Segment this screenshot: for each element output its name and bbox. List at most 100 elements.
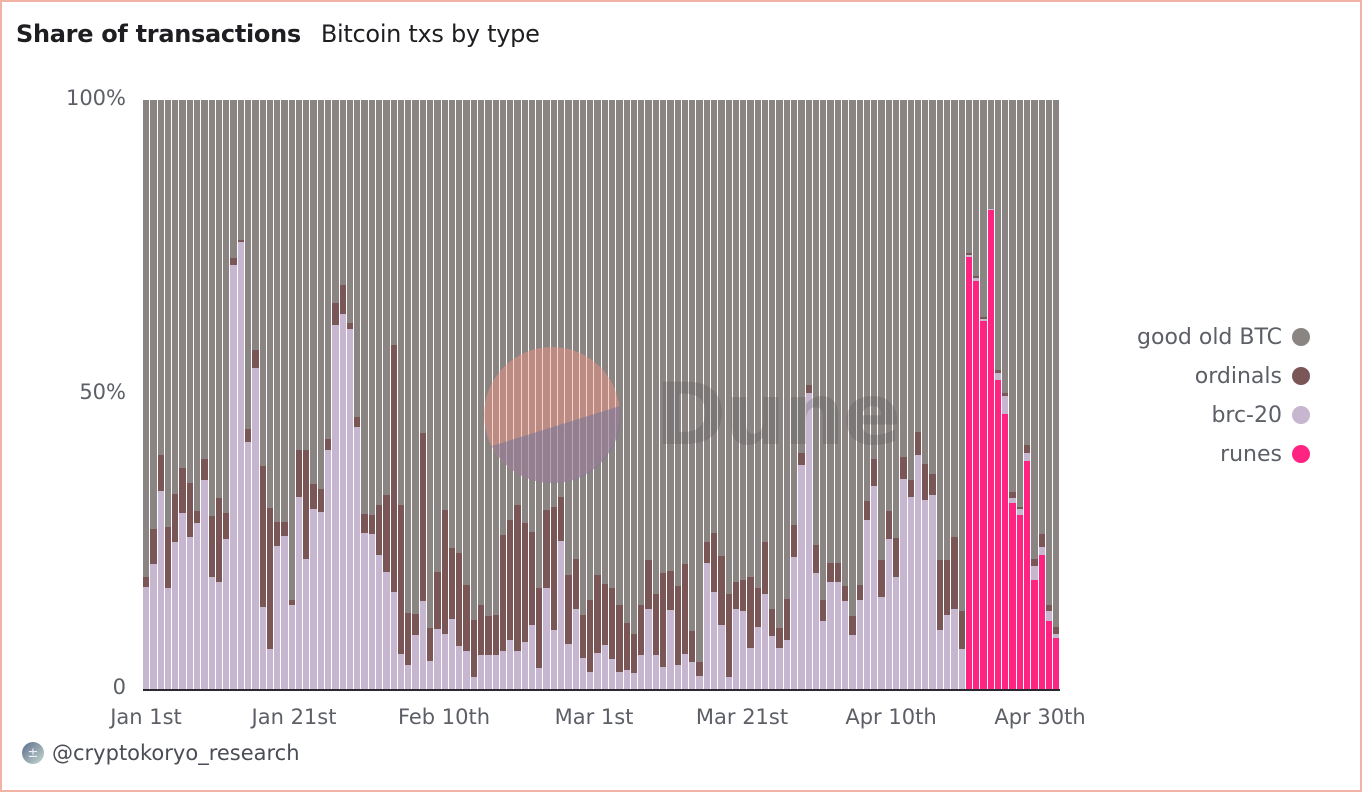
stacked-bar[interactable] (565, 100, 572, 690)
stacked-bar[interactable] (914, 100, 922, 690)
stacked-bar[interactable] (703, 100, 710, 690)
stacked-bar[interactable] (863, 100, 871, 690)
stacked-bar[interactable] (674, 100, 681, 690)
legend-item-runes[interactable]: runes (1220, 439, 1310, 469)
stacked-bar[interactable] (368, 100, 375, 690)
stacked-bar[interactable] (332, 100, 339, 690)
stacked-bar[interactable] (878, 100, 885, 690)
stacked-bar[interactable] (718, 100, 725, 690)
stacked-bar[interactable] (973, 100, 980, 690)
stacked-bar[interactable] (951, 100, 958, 690)
stacked-bar[interactable] (143, 100, 150, 690)
stacked-bar[interactable] (1024, 100, 1031, 690)
stacked-bar[interactable] (361, 100, 368, 690)
stacked-bar[interactable] (252, 100, 259, 690)
stacked-bar[interactable] (842, 100, 849, 690)
stacked-bar[interactable] (201, 100, 208, 690)
stacked-bar[interactable] (747, 100, 754, 690)
stacked-bar[interactable] (186, 100, 193, 690)
stacked-bar[interactable] (346, 100, 354, 690)
stacked-bar[interactable] (652, 100, 659, 690)
stacked-bar[interactable] (419, 100, 426, 690)
author-credit[interactable]: ± @cryptokoryo_research (22, 741, 300, 765)
stacked-bar[interactable] (492, 100, 499, 690)
stacked-bar[interactable] (572, 100, 579, 690)
stacked-bar[interactable] (193, 100, 201, 690)
stacked-bar[interactable] (761, 100, 769, 690)
stacked-bar[interactable] (907, 100, 914, 690)
stacked-bar[interactable] (929, 100, 936, 690)
stacked-bar[interactable] (1016, 100, 1024, 690)
stacked-bar[interactable] (936, 100, 943, 690)
stacked-bar[interactable] (638, 100, 645, 690)
stacked-bar[interactable] (769, 100, 776, 690)
stacked-bar[interactable] (725, 100, 732, 690)
stacked-bar[interactable] (310, 100, 317, 690)
stacked-bar[interactable] (521, 100, 528, 690)
stacked-bar[interactable] (1002, 100, 1009, 690)
legend-item-ordinals[interactable]: ordinals (1195, 361, 1310, 391)
stacked-bar[interactable] (710, 100, 718, 690)
stacked-bar[interactable] (354, 100, 361, 690)
stacked-bar[interactable] (645, 100, 652, 690)
stacked-bar[interactable] (536, 100, 543, 690)
stacked-bar[interactable] (288, 100, 295, 690)
stacked-bar[interactable] (339, 100, 346, 690)
stacked-bar[interactable] (376, 100, 383, 690)
stacked-bar[interactable] (579, 100, 587, 690)
stacked-bar[interactable] (317, 100, 325, 690)
stacked-bar[interactable] (208, 100, 215, 690)
stacked-bar[interactable] (885, 100, 892, 690)
stacked-bar[interactable] (237, 100, 244, 690)
stacked-bar[interactable] (900, 100, 907, 690)
stacked-bar[interactable] (1031, 100, 1038, 690)
stacked-bar[interactable] (405, 100, 412, 690)
stacked-bar[interactable] (295, 100, 303, 690)
stacked-bar[interactable] (550, 100, 558, 690)
stacked-bar[interactable] (390, 100, 397, 690)
stacked-bar[interactable] (412, 100, 419, 690)
stacked-bar[interactable] (616, 100, 623, 690)
stacked-bar[interactable] (215, 100, 223, 690)
stacked-bar[interactable] (477, 100, 485, 690)
stacked-bar[interactable] (426, 100, 434, 690)
stacked-bar[interactable] (623, 100, 630, 690)
stacked-bar[interactable] (732, 100, 740, 690)
stacked-bar[interactable] (667, 100, 674, 690)
stacked-bar[interactable] (740, 100, 747, 690)
stacked-bar[interactable] (485, 100, 492, 690)
stacked-bar[interactable] (499, 100, 507, 690)
stacked-bar[interactable] (754, 100, 761, 690)
stacked-bar[interactable] (230, 100, 237, 690)
stacked-bar[interactable] (594, 100, 601, 690)
stacked-bar[interactable] (1045, 100, 1053, 690)
stacked-bar[interactable] (528, 100, 536, 690)
stacked-bar[interactable] (157, 100, 164, 690)
stacked-bar[interactable] (791, 100, 798, 690)
stacked-bar[interactable] (856, 100, 863, 690)
stacked-bar[interactable] (274, 100, 281, 690)
stacked-bar[interactable] (943, 100, 951, 690)
stacked-bar[interactable] (783, 100, 791, 690)
stacked-bar[interactable] (798, 100, 805, 690)
stacked-bar[interactable] (630, 100, 638, 690)
stacked-bar[interactable] (448, 100, 456, 690)
stacked-bar[interactable] (1038, 100, 1045, 690)
stacked-bar[interactable] (223, 100, 230, 690)
stacked-bar[interactable] (696, 100, 703, 690)
stacked-bar[interactable] (164, 100, 172, 690)
stacked-bar[interactable] (456, 100, 463, 690)
stacked-bar[interactable] (281, 100, 288, 690)
legend-item-brc-20[interactable]: brc-20 (1211, 400, 1310, 430)
stacked-bar[interactable] (179, 100, 186, 690)
legend-item-good-old-btc[interactable]: good old BTC (1137, 322, 1310, 352)
stacked-bar[interactable] (303, 100, 310, 690)
stacked-bar[interactable] (922, 100, 929, 690)
stacked-bar[interactable] (1009, 100, 1016, 690)
stacked-bar[interactable] (1053, 100, 1060, 690)
stacked-bar[interactable] (514, 100, 521, 690)
stacked-bar[interactable] (892, 100, 900, 690)
stacked-bar[interactable] (463, 100, 470, 690)
stacked-bar[interactable] (558, 100, 565, 690)
stacked-bar[interactable] (834, 100, 841, 690)
